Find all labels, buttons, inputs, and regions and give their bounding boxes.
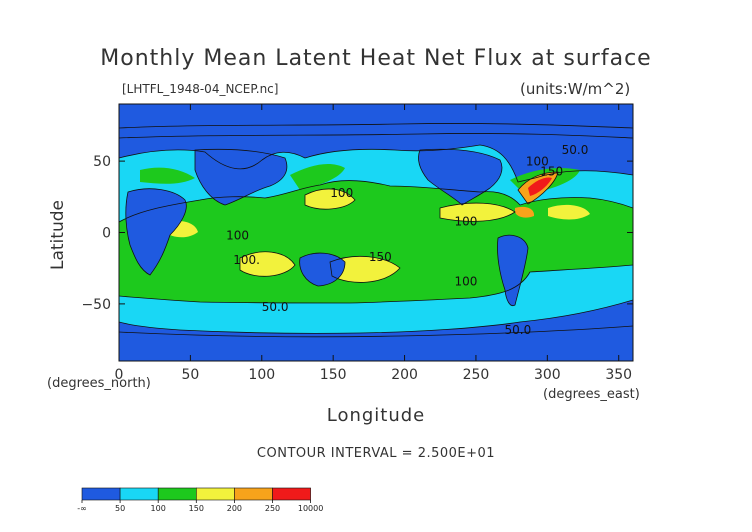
units-label: (units:W/m^2) [520,80,631,98]
y-units-label: (degrees_north) [47,376,151,391]
contour-label: 50.0 [562,143,589,157]
map-title: Monthly Mean Latent Heat Net Flux at sur… [100,46,652,71]
contour-interval-label: CONTOUR INTERVAL = 2.500E+01 [256,446,496,461]
colorbar-swatch [157,487,197,501]
colorbar-label: 200 [227,504,242,513]
field-red-gulf [528,177,552,196]
y-tick-label: −50 [81,297,111,313]
colorbar-label: 150 [189,504,204,513]
land-australia [299,253,345,286]
colorbar-label: 10000 [298,504,323,513]
contour-lines [119,123,633,338]
colorbar-swatch [119,487,159,501]
x-tick-label: 300 [534,367,561,383]
x-tick-label: 200 [391,367,418,383]
contour-label: 50.0 [262,300,289,314]
x-axis-label: Longitude [326,405,426,426]
x-tick-label: 0 [115,367,124,383]
y-tick-label: 50 [93,154,111,170]
colorbar: -∞ 50 100 150 200 250 10000 [77,487,323,513]
field-yellow-4 [330,256,400,283]
contour-label: 100 [226,229,249,243]
field-yellow-2 [440,203,515,222]
contour-label: 50.0 [505,323,532,337]
x-tick-label: 250 [463,367,490,383]
contour-label: 100 [330,186,353,200]
field-yellow-1 [305,188,355,210]
contour-label: 100 [455,214,478,228]
colorbar-swatch [234,487,273,501]
y-tick-label: 0 [102,226,111,242]
x-tick-label: 100 [248,367,275,383]
x-tick-label: 150 [320,367,347,383]
x-tick-label: 50 [181,367,199,383]
colorbar-swatch [272,487,311,501]
land-africa [125,188,187,275]
file-label: [LHTFL_1948-04_NCEP.nc] [122,82,279,96]
colorbar-label: 50 [115,504,125,513]
contour-label: 100 [526,154,549,168]
contour-label: 150 [540,164,563,178]
contour-label: 100 [455,274,478,288]
contour-label: 100. [233,253,260,267]
land-north-america [418,149,502,205]
land-antarctica [119,340,633,361]
colorbar-swatch [81,487,121,501]
land-asia [195,149,287,205]
colorbar-label: 100 [151,504,166,513]
x-tick-label: 350 [605,367,632,383]
y-ticks: 50 0 −50 [81,154,633,313]
y-axis-label: Latitude [48,200,68,270]
colorbar-label: -∞ [77,504,87,513]
x-units-label: (degrees_east) [543,387,640,402]
land-south-america [497,235,528,306]
x-ticks: 0 50 100 150 200 250 300 350 [115,104,632,383]
contour-label: 150 [369,250,392,264]
field-yellow-3 [240,251,295,277]
colorbar-label: 250 [265,504,280,513]
colorbar-swatch [196,487,235,501]
